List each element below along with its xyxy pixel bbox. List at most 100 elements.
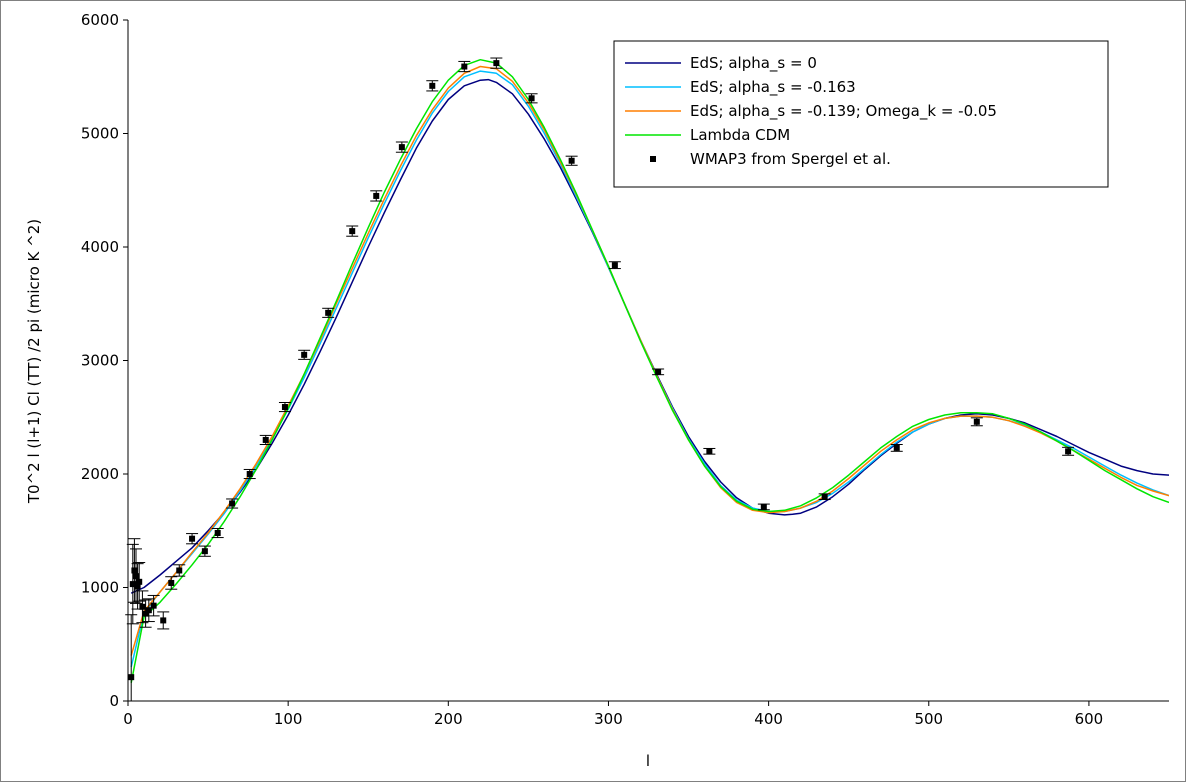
point-marker xyxy=(373,192,380,199)
data-point xyxy=(157,611,170,630)
data-point xyxy=(322,307,335,318)
series-line-3 xyxy=(130,58,1169,683)
point-marker xyxy=(760,503,767,510)
y-tick-label: 0 xyxy=(109,692,119,710)
data-point xyxy=(490,57,503,69)
point-marker xyxy=(136,578,143,585)
point-marker xyxy=(214,530,221,537)
point-marker xyxy=(160,617,167,624)
data-point xyxy=(426,80,439,92)
point-marker xyxy=(461,63,468,70)
point-marker xyxy=(301,351,308,358)
data-point xyxy=(346,225,359,237)
axes: 0 1000 2000 3000 4000 5000 6000 0 100 200 300 400 50… xyxy=(81,11,1169,728)
point-marker xyxy=(1065,448,1072,455)
legend: EdS; alpha_s = 0 EdS; alpha_s = -0.163 EdS… xyxy=(613,40,1109,188)
point-marker xyxy=(493,60,500,67)
data-point xyxy=(608,261,621,270)
point-marker xyxy=(893,444,900,451)
point-marker xyxy=(568,157,575,164)
y-tick-label: 1000 xyxy=(81,579,119,597)
data-point xyxy=(133,562,146,602)
data-point xyxy=(278,401,291,413)
x-tick-label: 500 xyxy=(914,710,943,728)
legend-box xyxy=(613,40,1109,188)
data-point xyxy=(703,447,716,455)
data-point xyxy=(370,190,383,202)
data-point xyxy=(395,141,408,153)
legend-label-3: Lambda CDM xyxy=(690,126,790,144)
y-axis-label: T0^2 l (l+1) Cl (TT) /2 pi (micro K ^2) xyxy=(25,219,43,504)
data-point xyxy=(1062,446,1075,456)
data-point xyxy=(147,594,160,617)
plot-lines xyxy=(130,58,1169,683)
data-point xyxy=(652,368,665,376)
point-marker xyxy=(349,228,356,235)
point-marker xyxy=(398,144,405,151)
data-point xyxy=(139,599,152,628)
y-tick-label: 5000 xyxy=(81,125,119,143)
point-marker xyxy=(655,368,662,375)
legend-label-1: EdS; alpha_s = -0.163 xyxy=(690,78,856,97)
x-tick-label: 0 xyxy=(123,710,133,728)
data-point xyxy=(970,417,983,427)
point-marker xyxy=(129,581,136,588)
y-tick-label: 2000 xyxy=(81,465,119,483)
legend-swatch-4 xyxy=(650,156,656,162)
point-marker xyxy=(611,262,618,269)
data-point xyxy=(136,590,149,624)
point-marker xyxy=(142,610,149,617)
point-marker xyxy=(528,95,535,102)
data-point xyxy=(226,498,239,509)
point-marker xyxy=(128,674,135,681)
x-tick-label: 300 xyxy=(594,710,623,728)
x-tick-label: 600 xyxy=(1075,710,1104,728)
point-marker xyxy=(973,418,980,425)
y-tick-label: 4000 xyxy=(81,238,119,256)
data-point xyxy=(890,443,903,452)
point-marker xyxy=(134,583,141,590)
data-point xyxy=(458,60,471,73)
point-marker xyxy=(325,309,332,316)
data-point xyxy=(757,503,770,511)
legend-label-4: WMAP3 from Spergel et al. xyxy=(690,150,891,168)
data-point xyxy=(130,548,143,604)
data-point xyxy=(818,493,831,501)
point-marker xyxy=(201,548,208,555)
data-point xyxy=(198,545,211,557)
y-tick-label: 6000 xyxy=(81,11,119,29)
point-marker xyxy=(821,493,828,500)
data-point xyxy=(126,543,139,625)
point-marker xyxy=(706,448,713,455)
data-point xyxy=(211,527,224,539)
x-tick-label: 200 xyxy=(434,710,463,728)
point-marker xyxy=(139,603,146,610)
point-marker xyxy=(133,573,140,580)
point-marker xyxy=(262,436,269,443)
data-point xyxy=(525,93,538,104)
point-marker xyxy=(281,404,288,411)
data-points xyxy=(125,57,1075,702)
data-point xyxy=(173,564,186,577)
data-point xyxy=(259,434,272,445)
y-tick-label: 3000 xyxy=(81,352,119,370)
data-point xyxy=(298,349,311,360)
point-marker xyxy=(189,535,196,542)
data-point xyxy=(186,533,199,545)
data-point xyxy=(243,468,256,480)
point-marker xyxy=(168,579,175,586)
x-tick-label: 400 xyxy=(754,710,783,728)
point-marker xyxy=(229,500,236,507)
x-axis-label: l xyxy=(646,752,650,770)
point-marker xyxy=(150,602,157,609)
point-marker xyxy=(145,607,152,614)
data-point xyxy=(565,155,578,166)
data-point xyxy=(165,576,178,590)
legend-label-2: EdS; alpha_s = -0.139; Omega_k = -0.05 xyxy=(690,102,997,121)
point-marker xyxy=(429,82,436,89)
legend-label-0: EdS; alpha_s = 0 xyxy=(690,54,817,73)
x-tick-label: 100 xyxy=(274,710,303,728)
point-marker xyxy=(131,567,138,574)
point-marker xyxy=(246,471,253,477)
